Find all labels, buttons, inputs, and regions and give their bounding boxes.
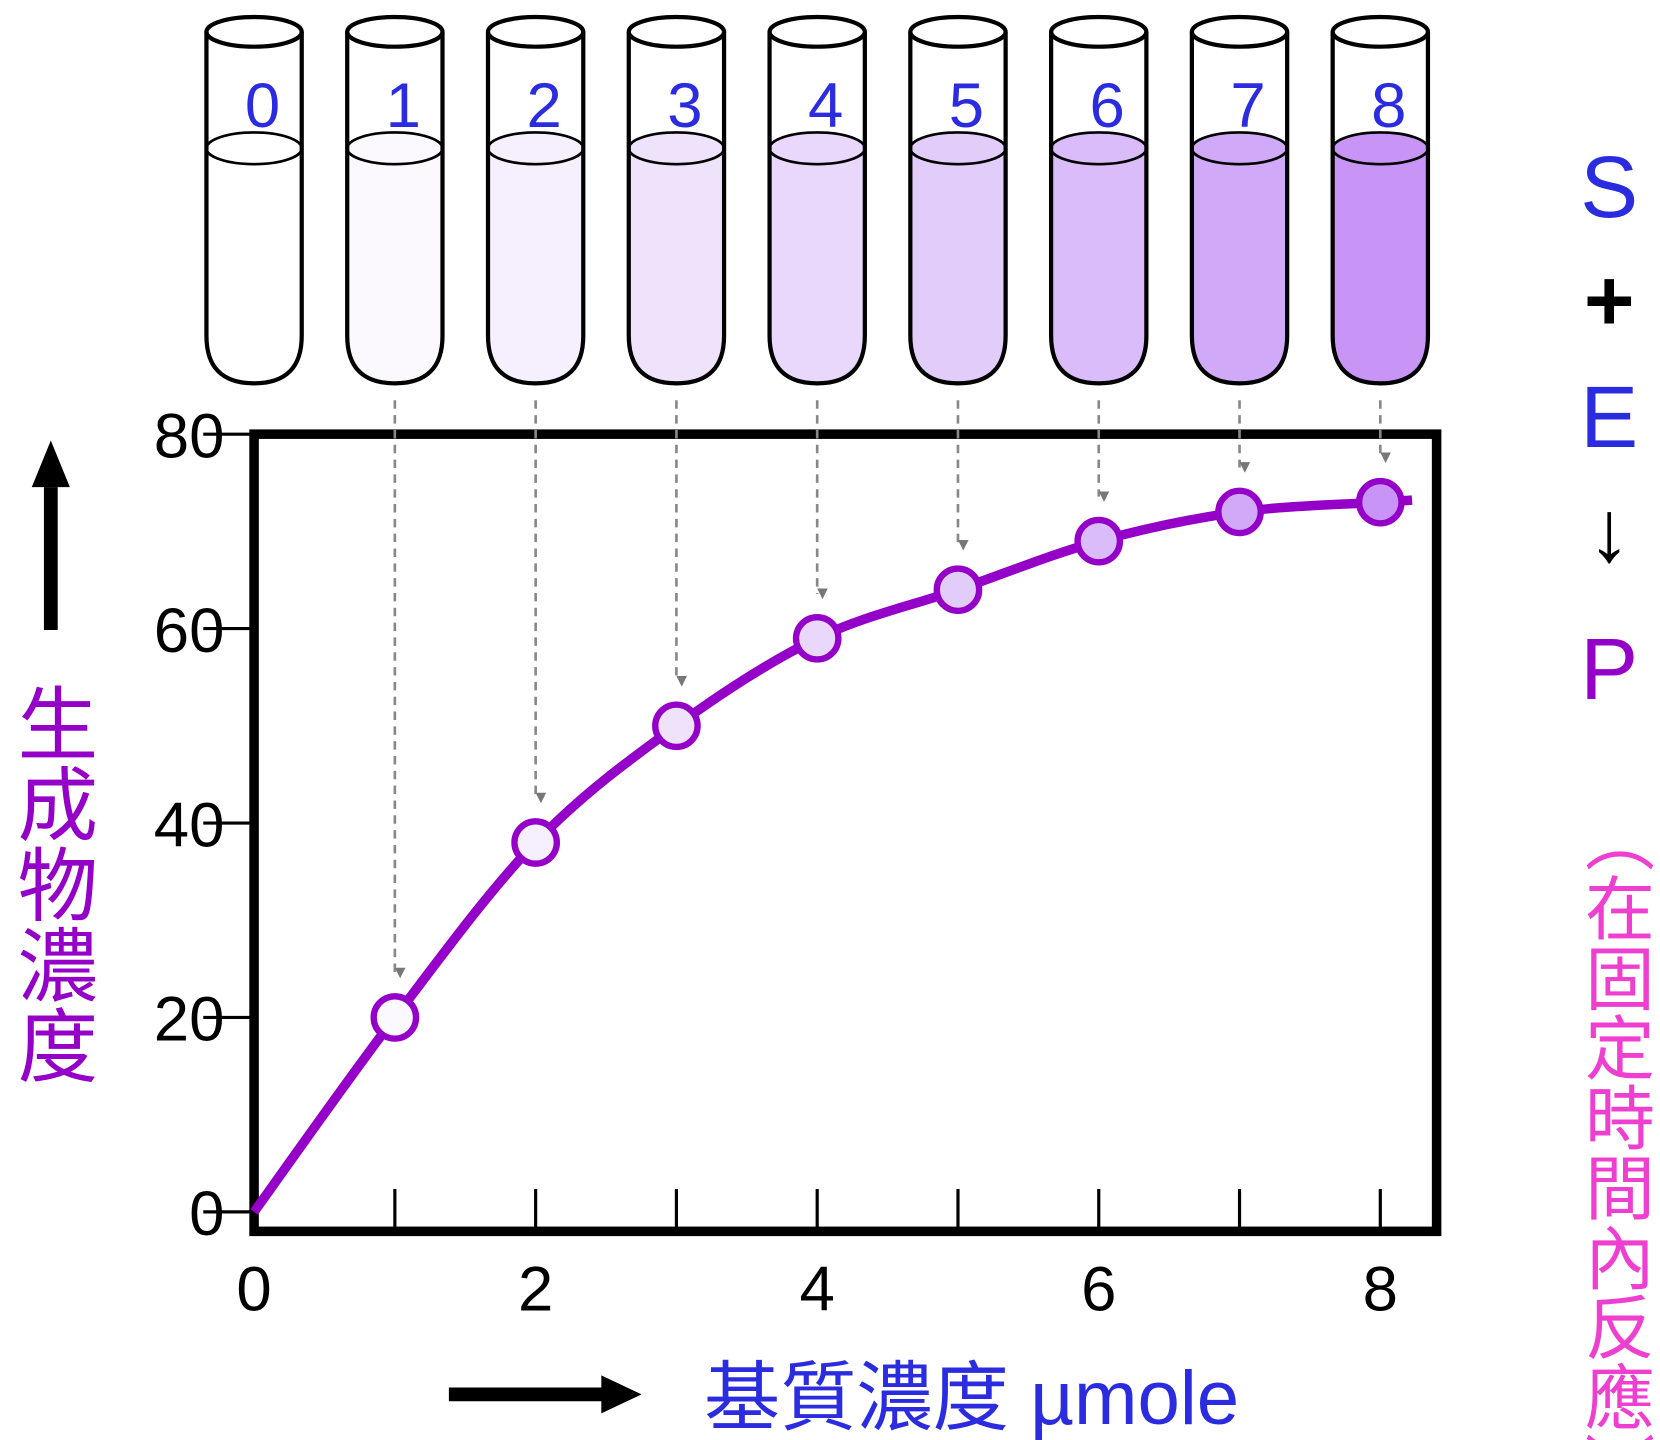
y-tick-label: 80 [154, 400, 225, 471]
tube-label: 3 [667, 70, 702, 141]
reaction-symbol: E [1580, 369, 1638, 466]
reaction-note: （在固定時間內反應） [1575, 803, 1653, 1440]
tube-liquid [347, 148, 443, 384]
test-tube: 8 [1330, 14, 1431, 386]
y-tick-label: 60 [154, 595, 225, 666]
y-tick-label: 0 [189, 1178, 224, 1249]
y-tick-label: 20 [154, 984, 225, 1055]
y-tick-label: 40 [154, 789, 225, 860]
x-arrow-head [601, 1375, 642, 1414]
data-point [652, 701, 701, 751]
reaction-symbol: + [1584, 252, 1635, 349]
y-arrow-head [31, 440, 70, 488]
tube-wall [345, 31, 445, 386]
tube-liquid [1051, 148, 1147, 384]
test-tube: 3 [626, 14, 727, 386]
tube-wall [204, 31, 304, 386]
x-tick-label: 0 [236, 1254, 271, 1325]
tube-rim [1189, 14, 1290, 49]
test-tube: 2 [485, 14, 586, 386]
reaction-symbol: P [1580, 621, 1638, 718]
data-point [1215, 487, 1264, 537]
test-tube: 1 [345, 14, 445, 386]
tube-rim [767, 14, 867, 49]
plot-frame [249, 429, 1442, 1237]
tube-rim [345, 14, 445, 49]
tube-label: 8 [1371, 70, 1406, 141]
x-tick-label: 6 [1081, 1254, 1116, 1325]
tube-label: 4 [808, 70, 843, 141]
tube-rim [1330, 14, 1431, 49]
reaction-symbol: S [1580, 139, 1638, 236]
test-tube: 0 [204, 14, 304, 386]
tube-liquid [910, 148, 1006, 384]
tube-wall [485, 31, 586, 386]
tube-wall [767, 31, 867, 386]
tube-label: 2 [526, 70, 561, 141]
tube-liquid [206, 148, 302, 384]
tube-rim [204, 14, 304, 49]
tube-wall [1330, 31, 1431, 386]
tube-rim [908, 14, 1008, 49]
tube-rim [1048, 14, 1149, 49]
test-tube: 4 [767, 14, 867, 386]
reaction-symbol: ↓ [1587, 483, 1630, 580]
data-point [511, 818, 560, 867]
tube-liquid [1332, 148, 1428, 384]
y-axis-label: 生成物濃度 [6, 683, 96, 1085]
data-point [1074, 516, 1124, 566]
tube-label: 5 [949, 70, 984, 141]
tube-wall [908, 31, 1008, 386]
data-point [792, 613, 842, 663]
tube-liquid [1191, 148, 1288, 384]
tube-label: 0 [245, 70, 280, 141]
x-axis-label: 基質濃度 µmole [704, 1356, 1239, 1440]
tube-liquid [487, 148, 584, 384]
x-tick-label: 4 [800, 1254, 835, 1325]
x-tick-label: 2 [518, 1254, 553, 1325]
test-tube: 5 [908, 14, 1008, 386]
tube-wall [626, 31, 727, 386]
data-point [1355, 477, 1405, 527]
data-point [933, 565, 983, 615]
test-tube: 6 [1048, 14, 1149, 386]
tube-wall [1048, 31, 1149, 386]
test-tube: 7 [1189, 14, 1290, 386]
tube-rim [626, 14, 727, 49]
x-tick-label: 8 [1363, 1254, 1398, 1325]
tube-liquid [628, 148, 725, 384]
tube-label: 6 [1090, 70, 1125, 141]
tube-label: 7 [1230, 70, 1265, 141]
curve [250, 495, 1413, 1215]
tube-rim [485, 14, 586, 49]
tube-label: 1 [386, 70, 421, 141]
tube-liquid [769, 148, 865, 384]
tube-wall [1189, 31, 1290, 386]
data-point [370, 993, 420, 1042]
